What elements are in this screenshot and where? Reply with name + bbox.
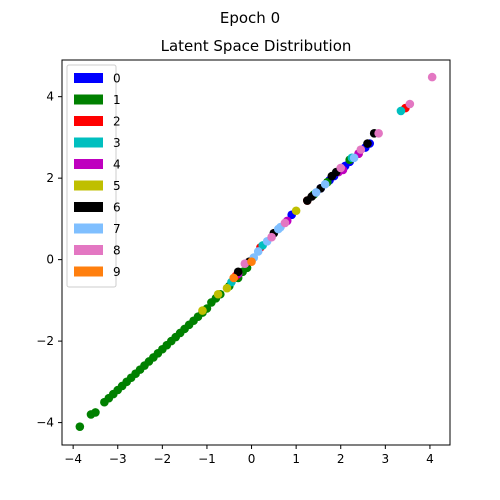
legend-label-7: 7 [113, 222, 121, 236]
legend-swatch-2 [74, 116, 103, 126]
point-class-5-1 [291, 206, 301, 216]
legend-swatch-5 [74, 180, 103, 191]
legend-swatch-1 [74, 94, 103, 105]
point-class-7-4 [311, 188, 321, 197]
point-class-8-5 [280, 218, 290, 228]
x-tick-label-4: 0 [248, 452, 256, 466]
x-tick-label-3: −1 [198, 452, 216, 466]
point-class-7-6 [349, 153, 359, 163]
x-tick-label-0: −4 [64, 452, 82, 466]
point-class-6-2 [233, 267, 243, 277]
chart-title: Latent Space Distribution [161, 37, 352, 55]
legend-swatch-3 [74, 137, 103, 148]
legend-swatch-4 [74, 159, 103, 169]
legend-swatch-9 [74, 266, 103, 277]
legend-label-8: 8 [113, 244, 121, 258]
point-class-1-2 [91, 408, 100, 417]
legend-label-2: 2 [113, 115, 121, 129]
legend-label-5: 5 [113, 179, 121, 193]
legend-label-1: 1 [113, 93, 121, 107]
point-class-6-9 [302, 196, 312, 205]
legend-label-0: 0 [113, 72, 121, 86]
legend-swatch-6 [74, 202, 103, 212]
x-tick-label-5: 1 [292, 452, 300, 466]
y-tick-label-4: 4 [46, 90, 54, 104]
legend-swatch-7 [74, 223, 103, 234]
y-tick-label-0: −4 [36, 416, 54, 430]
x-tick-label-6: 2 [337, 452, 345, 466]
legend-label-3: 3 [113, 136, 121, 150]
point-class-6-7 [363, 139, 372, 148]
y-tick-label-2: 0 [46, 253, 54, 267]
x-tick-label-2: −2 [153, 452, 171, 466]
point-class-8-6 [240, 259, 250, 269]
point-class-5-3 [198, 306, 207, 315]
point-class-9-1 [229, 273, 239, 283]
point-class-7-3 [253, 247, 263, 256]
point-class-8-3 [356, 145, 366, 154]
x-tick-label-7: 3 [382, 452, 390, 466]
point-class-5-2 [222, 283, 232, 293]
legend-label-6: 6 [113, 201, 121, 215]
point-class-8-0 [427, 72, 437, 82]
point-class-3-0 [396, 106, 406, 116]
point-class-7-5 [320, 179, 330, 189]
point-class-8-2 [374, 129, 383, 138]
y-axis: −4 −2 0 2 4 [36, 90, 62, 430]
point-class-8-4 [336, 163, 346, 173]
x-axis: −4 −3 −2 −1 0 1 2 3 4 [64, 445, 434, 466]
y-tick-label-3: 2 [46, 171, 54, 185]
legend-swatch-8 [74, 245, 103, 255]
point-class-1-0 [75, 422, 85, 431]
figure-suptitle: Epoch 0 [220, 9, 280, 27]
legend: 0 1 2 3 4 5 6 7 8 9 [66, 64, 121, 288]
plot-area-frame [61, 59, 451, 446]
y-tick-label-1: −2 [36, 334, 54, 348]
point-class-8-7 [267, 232, 276, 242]
point-class-9-0 [247, 257, 256, 266]
scatter-points [75, 72, 437, 431]
x-tick-label-8: 4 [426, 452, 434, 466]
legend-label-4: 4 [113, 158, 121, 172]
x-tick-label-1: −3 [109, 452, 127, 466]
point-class-8-1 [405, 99, 415, 109]
point-class-5-0 [213, 289, 223, 299]
legend-label-9: 9 [113, 265, 121, 279]
legend-swatch-0 [74, 73, 103, 83]
